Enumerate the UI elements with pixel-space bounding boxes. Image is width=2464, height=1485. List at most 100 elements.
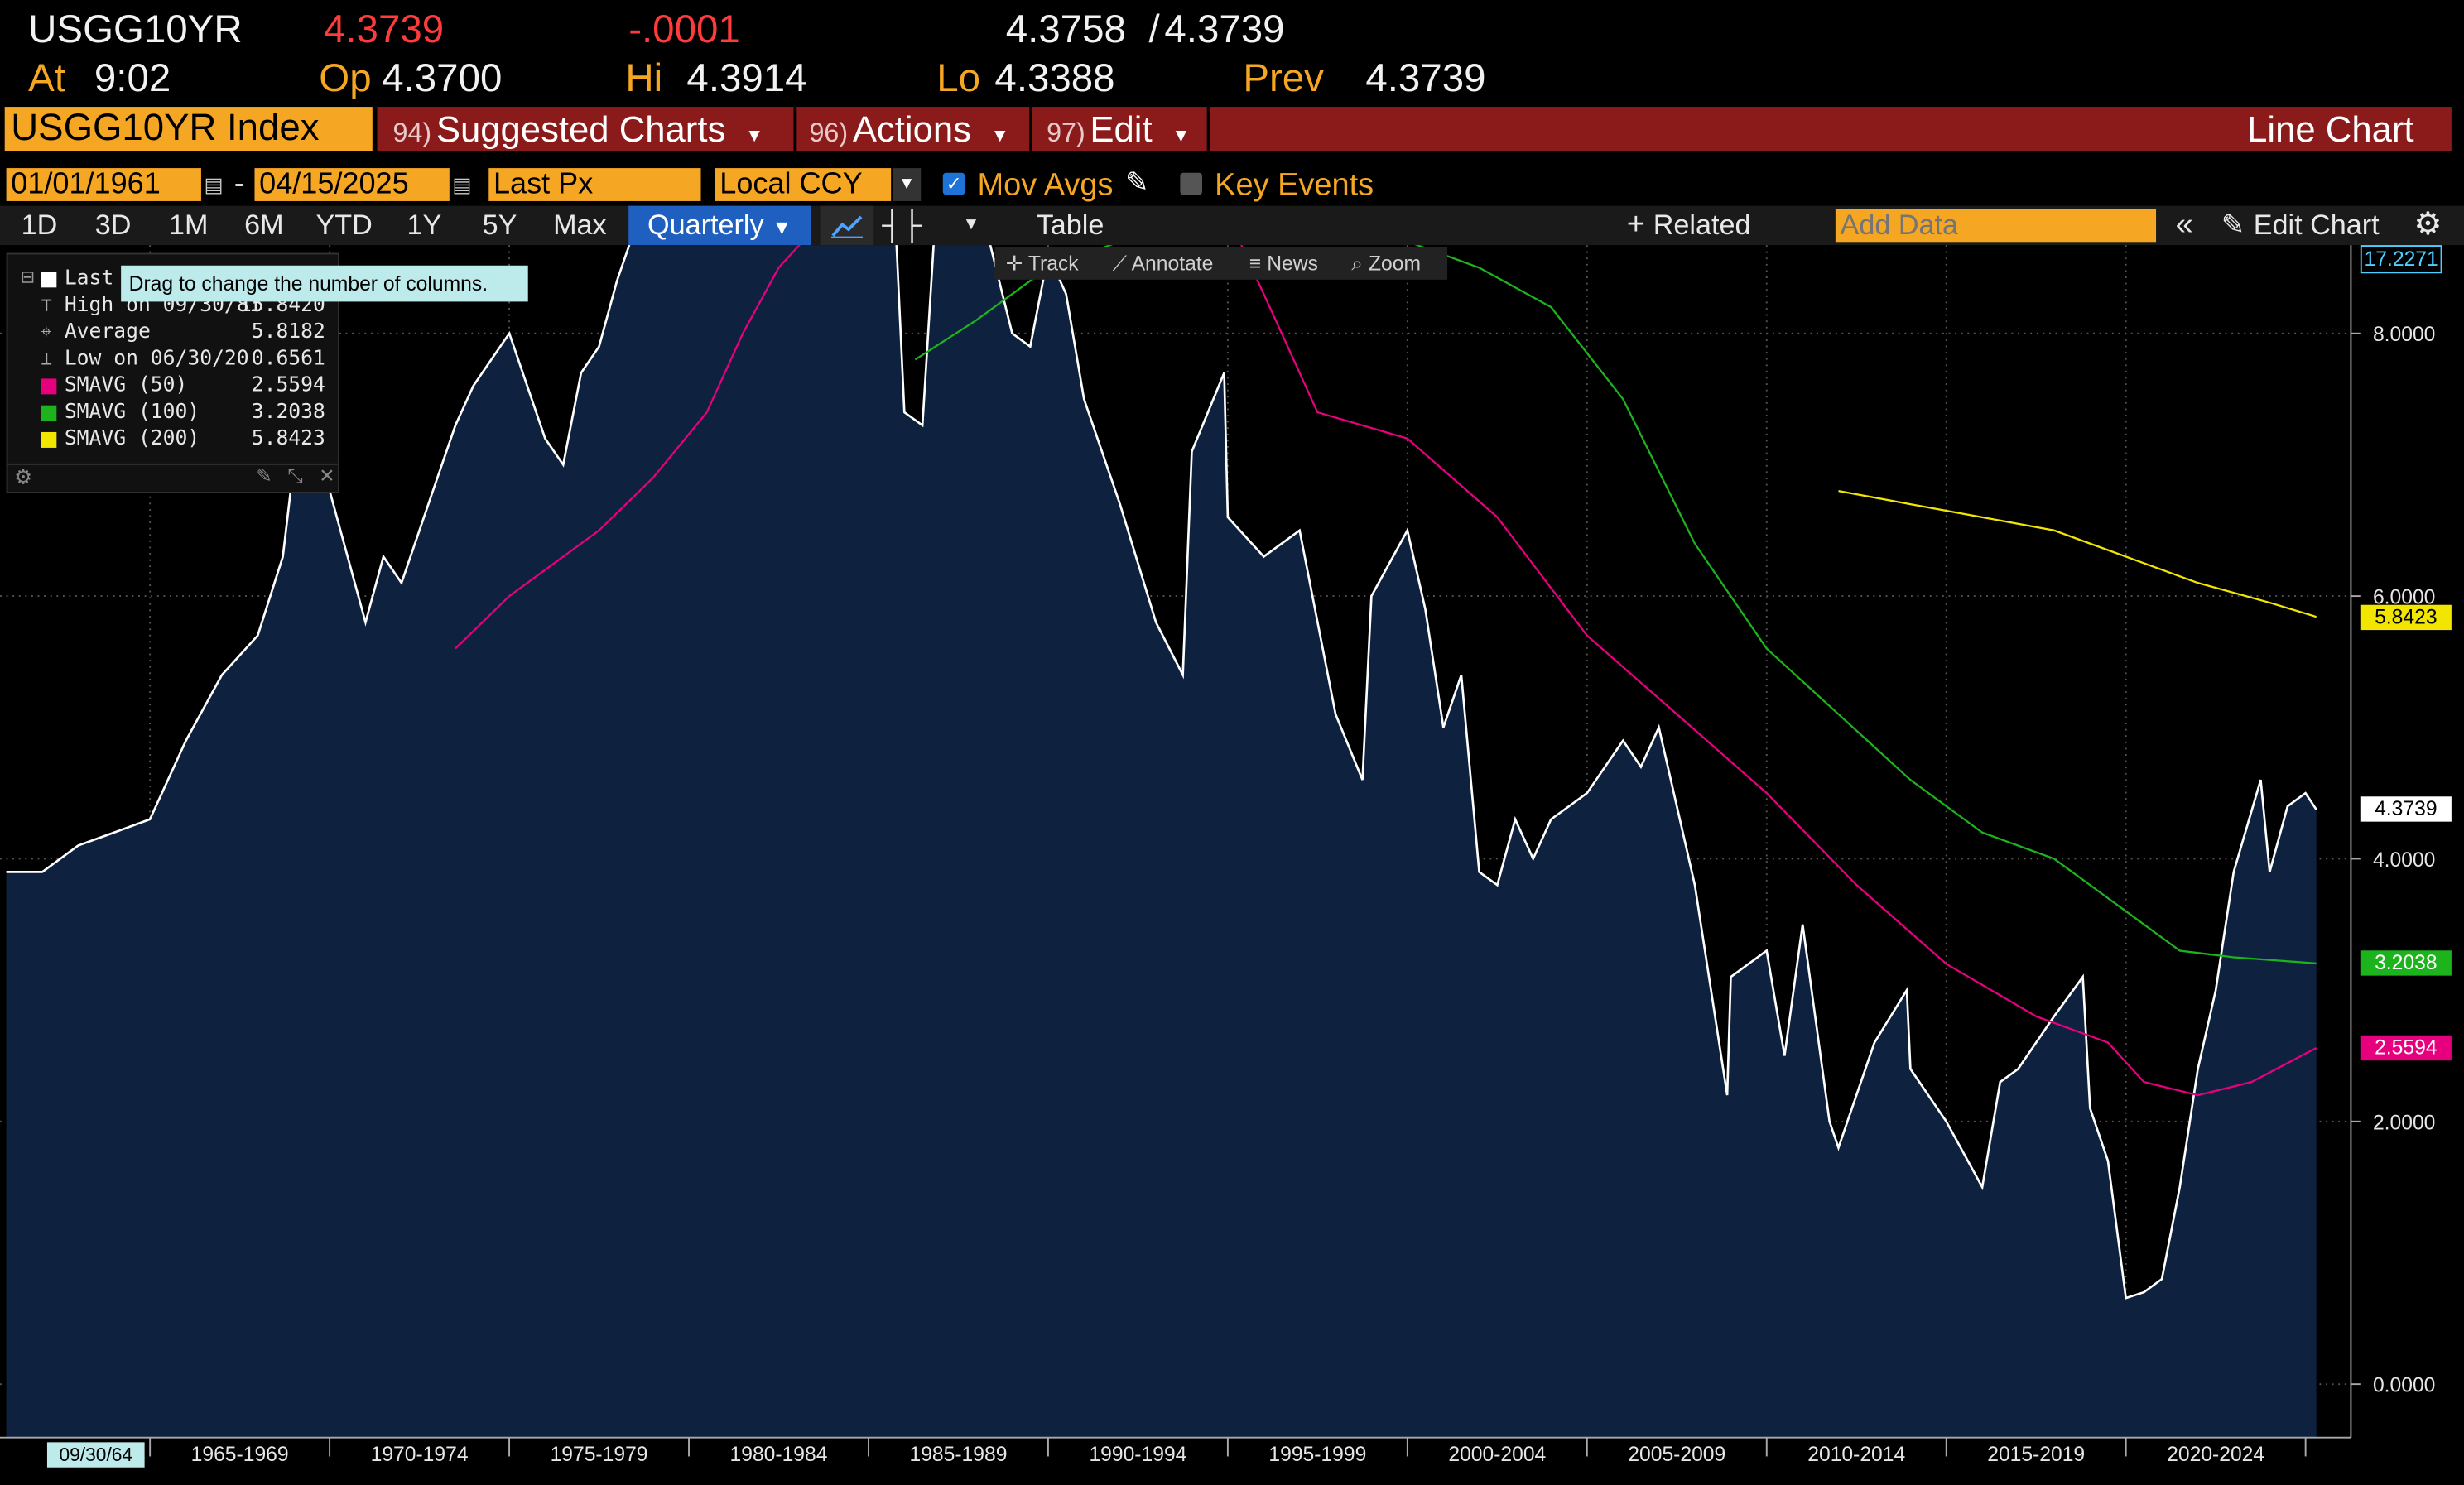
frequency-label: Quarterly <box>647 209 764 241</box>
y-max-label: 17.2271 <box>2360 245 2442 274</box>
quote-ticker: USGG10YR <box>28 7 243 52</box>
x-tick-label: 1985-1989 <box>910 1444 1008 1466</box>
calendar-icon[interactable]: ▤ <box>452 172 472 197</box>
crosshair-icon: ✛ <box>1005 251 1023 276</box>
table-button[interactable]: Table <box>1036 209 1104 241</box>
zoom-tool[interactable]: ⌕ Zoom <box>1351 248 1421 278</box>
start-date-input[interactable]: 01/01/1961 <box>6 168 201 201</box>
prev-label: Prev <box>1243 56 1324 101</box>
price-area <box>6 245 2317 1438</box>
legend-row-smavg100: SMAVG (100) 3.2038 <box>7 399 338 425</box>
low-label: Lo <box>936 56 980 101</box>
period-1y-button[interactable]: 1Y <box>407 209 442 241</box>
date-dash: - <box>233 166 245 201</box>
mov-avgs-checkbox[interactable]: ✓ <box>942 172 965 195</box>
y-tick-label: 0.0000 <box>2373 1375 2435 1397</box>
menu-divider <box>793 107 797 151</box>
collapse-toggle-icon[interactable]: ⊟ <box>20 268 36 288</box>
menu-divider <box>1029 107 1032 151</box>
plus-icon[interactable]: + <box>1626 207 1645 243</box>
quote-last: 4.3739 <box>323 7 445 52</box>
quote-ask: 4.3739 <box>1164 7 1285 52</box>
calendar-icon[interactable]: ▤ <box>204 172 224 197</box>
settings-gear-icon[interactable]: ⚙ <box>14 464 33 489</box>
magnifier-icon: ⌕ <box>1351 251 1364 276</box>
x-tick-label: 2010-2014 <box>1807 1444 1905 1466</box>
x-tick-label: 1970-1974 <box>371 1444 469 1466</box>
currency-dropdown-icon[interactable]: ▼ <box>893 168 922 201</box>
yield-chart: 1965-1969 1970-1974 1975-1979 1980-1984 1985… <box>0 245 2435 1466</box>
series-lines <box>6 245 2317 1300</box>
related-data-button[interactable]: Related Data <box>1653 209 1751 241</box>
line-style-icon[interactable] <box>820 205 874 246</box>
last-price-tag: 4.3739 <box>2360 796 2452 823</box>
currency-select[interactable]: Local CCY <box>715 168 892 201</box>
gear-icon[interactable]: ⚙ <box>2413 207 2442 243</box>
legend-row-low: ⊥ Low on 06/30/20 0.6561 <box>41 347 325 371</box>
period-max-button[interactable]: Max <box>553 209 607 241</box>
x-tick-label: 1995-1999 <box>1268 1444 1366 1466</box>
track-tool[interactable]: ✛ Track <box>1006 248 1079 278</box>
annotate-icon: ⟋ <box>1112 251 1128 276</box>
x-tick-label: 2015-2019 <box>1987 1444 2085 1466</box>
edit-menu[interactable]: 97) Edit ▼ <box>1047 107 1191 151</box>
quote-prev: 4.3739 <box>1365 56 1486 101</box>
y-tick-label: 2.0000 <box>2373 1112 2435 1134</box>
chart-style-dropdown-icon[interactable]: ▼ <box>962 215 980 234</box>
resize-icon[interactable]: ⤡ <box>287 464 303 488</box>
news-icon: ≡ <box>1249 251 1262 276</box>
smavg50-tag: 2.5594 <box>2360 1035 2452 1061</box>
period-6m-button[interactable]: 6M <box>244 209 284 241</box>
close-icon[interactable]: ✕ <box>319 464 335 488</box>
add-data-input[interactable] <box>1835 209 2157 243</box>
annotate-tool[interactable]: ⟋ Annotate <box>1113 248 1214 278</box>
bar-style-icon[interactable]: ┤├ <box>882 209 922 241</box>
y-axis: 0.00002.00004.00006.00008.000010.000012.… <box>2350 245 2435 1438</box>
smavg-200-line <box>1838 490 2317 618</box>
period-ytd-button[interactable]: YTD <box>315 209 373 241</box>
quote-open: 4.3700 <box>382 56 503 101</box>
pencil-icon[interactable]: ✎ <box>2221 209 2245 241</box>
menu-divider <box>1206 107 1210 151</box>
zoom-label: Zoom <box>1368 251 1422 276</box>
pencil-icon[interactable]: ✎ <box>1124 166 1149 199</box>
x-tick-label: 2005-2009 <box>1628 1444 1725 1466</box>
annotate-label: Annotate <box>1131 251 1214 276</box>
caret-down-icon: ▼ <box>772 215 792 239</box>
quote-bid: 4.3758 <box>1005 7 1126 52</box>
legend-tooltip: Drag to change the number of columns. <box>121 265 528 302</box>
legend-row-average: ⌖ Average 5.8182 <box>41 320 325 344</box>
pin-icon[interactable]: ✎ <box>256 464 272 488</box>
last-price-line <box>6 245 2317 1300</box>
period-1m-button[interactable]: 1M <box>169 209 209 241</box>
caret-down-icon: ▼ <box>990 123 1010 147</box>
smavg200-tag: 5.8423 <box>2360 603 2452 630</box>
suggested-num: 94) <box>392 118 432 148</box>
mov-avgs-label[interactable]: Mov Avgs <box>977 168 1114 203</box>
actions-label: Actions <box>852 108 971 150</box>
y-tick-label: 8.0000 <box>2373 324 2435 346</box>
at-label: At <box>28 56 66 101</box>
caret-down-icon: ▼ <box>1172 123 1191 147</box>
key-events-label[interactable]: Key Events <box>1215 168 1374 203</box>
end-date-input[interactable]: 04/15/2025 <box>254 168 450 201</box>
x-tick-label: 2000-2004 <box>1448 1444 1546 1466</box>
actions-menu[interactable]: 96) Actions ▼ <box>809 107 1009 151</box>
edit-chart-button[interactable]: Edit Chart <box>2253 209 2380 241</box>
news-tool[interactable]: ≡ News <box>1249 248 1318 278</box>
period-1d-button[interactable]: 1D <box>21 209 58 241</box>
period-5y-button[interactable]: 5Y <box>482 209 517 241</box>
period-3d-button[interactable]: 3D <box>94 209 132 241</box>
suggested-label: Suggested Charts <box>436 108 726 150</box>
collapse-icon[interactable]: « <box>2175 207 2193 243</box>
frequency-select[interactable]: Quarterly ▼ <box>628 205 811 246</box>
field-select[interactable]: Last Px <box>488 168 701 201</box>
security-field[interactable]: USGG10YR Index <box>4 107 373 151</box>
quote-change: -.0001 <box>628 7 740 52</box>
key-events-checkbox[interactable] <box>1180 172 1202 195</box>
caret-down-icon: ▼ <box>744 123 764 147</box>
x-tick-label: 2020-2024 <box>2167 1444 2264 1466</box>
suggested-charts-menu[interactable]: 94) Suggested Charts ▼ <box>393 107 764 151</box>
x-tick-label: 1965-1969 <box>191 1444 289 1466</box>
